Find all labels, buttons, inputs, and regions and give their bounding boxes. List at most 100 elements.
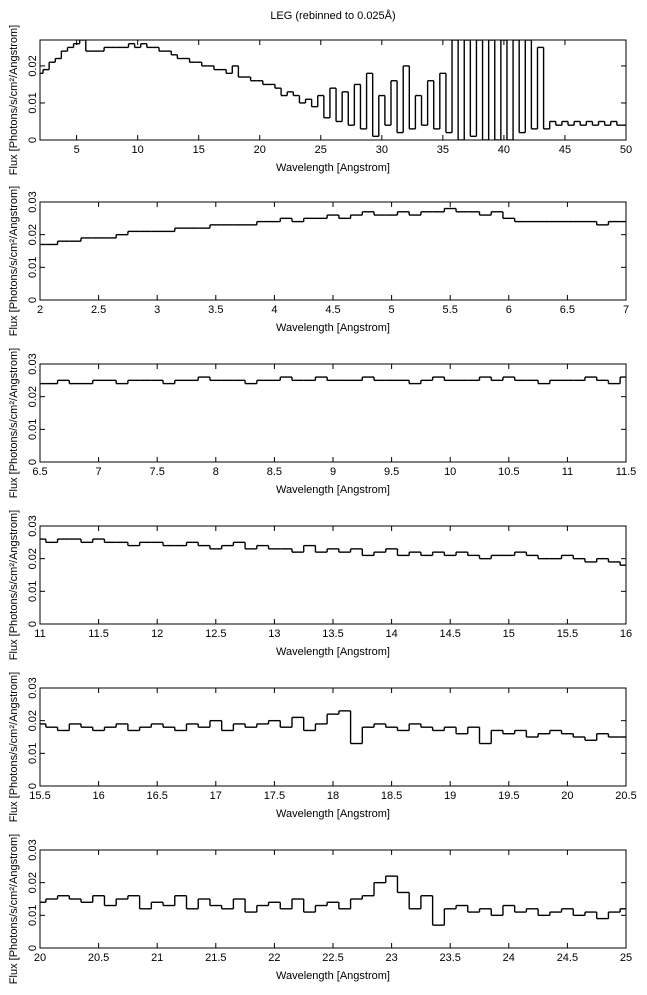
- x-tick-label: 15: [193, 144, 205, 156]
- y-axis-label: Flux [Photons/s/cm²/Angstrom]: [8, 348, 20, 498]
- x-tick-label: 23: [385, 952, 397, 964]
- x-tick-label: 25: [315, 144, 327, 156]
- x-tick-label: 8.5: [267, 466, 282, 478]
- y-tick-label: 0.02: [27, 55, 39, 76]
- x-axis-label: Wavelength [Angstrom]: [276, 162, 390, 174]
- x-tick-label: 40: [498, 144, 510, 156]
- x-tick-label: 20: [34, 952, 46, 964]
- x-axis-label: Wavelength [Angstrom]: [276, 646, 390, 658]
- x-tick-label: 16: [92, 790, 104, 802]
- x-tick-label: 18: [327, 790, 339, 802]
- panel: 0 0.01 0.02 0.03 11 11.5 12 12.5 13 13.5 14 14.5 15 1…: [8, 510, 632, 660]
- plot-frame: [39, 363, 627, 463]
- y-tick-label: 0.02: [27, 710, 39, 731]
- x-tick-label: 16: [620, 628, 632, 640]
- y-tick-label: 0.01: [27, 419, 39, 440]
- x-tick-label: 20.5: [615, 790, 636, 802]
- y-tick-label: 0.03: [27, 839, 39, 860]
- x-tick-label: 21: [151, 952, 163, 964]
- y-tick-label: 0: [27, 137, 39, 143]
- y-axis-label: Flux [Photons/s/cm²/Angstrom]: [8, 186, 20, 336]
- y-tick-label: 0.01: [27, 257, 39, 278]
- plot-frame: [39, 849, 627, 949]
- x-tick-label: 30: [376, 144, 388, 156]
- x-tick-label: 12: [151, 628, 163, 640]
- x-tick-label: 18.5: [381, 790, 402, 802]
- x-tick-label: 25: [620, 952, 632, 964]
- x-tick-label: 15.5: [29, 790, 50, 802]
- x-tick-label: 10: [444, 466, 456, 478]
- y-axis-label: Flux [Photons/s/cm²/Angstrom]: [8, 672, 20, 822]
- x-tick-label: 45: [559, 144, 571, 156]
- plot-frame: [39, 525, 627, 625]
- y-tick-label: 0: [27, 459, 39, 465]
- plot-area: [40, 538, 626, 566]
- y-tick-label: 0: [27, 621, 39, 627]
- panel: 0 0.01 0.02 0.03 15.5 16 16.5 17 17.5 18 18.5 19 19.…: [8, 672, 637, 822]
- x-tick-label: 6.5: [560, 304, 575, 316]
- x-tick-label: 8: [213, 466, 219, 478]
- y-tick-label: 0: [27, 297, 39, 303]
- y-axis-label: Flux [Photons/s/cm²/Angstrom]: [8, 510, 20, 660]
- x-tick-label: 7: [623, 304, 629, 316]
- x-tick-label: 21.5: [205, 952, 226, 964]
- plot-frame: [39, 687, 627, 787]
- y-tick-label: 0.03: [27, 515, 39, 536]
- x-tick-label: 3.5: [208, 304, 223, 316]
- y-tick-label: 0.02: [27, 386, 39, 407]
- panel: 0 0.01 0.02 0.03 6.5 7 7.5 8 8.5 9 9.5 10 10.5 11 11.5…: [8, 348, 636, 498]
- plot-frame: [39, 201, 627, 301]
- x-tick-label: 3: [154, 304, 160, 316]
- x-tick-label: 11: [34, 628, 45, 640]
- x-tick-label: 6.5: [32, 466, 47, 478]
- panel: 0 0.01 0.02 0.03 2 2.5 3 3.5 4 4.5 5 5.5 6 6.5 7 Wavele…: [8, 186, 629, 336]
- x-axis-label: Wavelength [Angstrom]: [276, 970, 390, 982]
- x-tick-label: 10.5: [498, 466, 519, 478]
- x-tick-label: 15: [503, 628, 515, 640]
- x-axis-label: Wavelength [Angstrom]: [276, 484, 390, 496]
- x-tick-label: 6: [506, 304, 512, 316]
- y-tick-label: 0.01: [27, 92, 39, 113]
- x-tick-label: 9.5: [384, 466, 399, 478]
- plot-frame: [39, 39, 627, 141]
- plot-area: [40, 207, 626, 246]
- x-tick-label: 14.5: [439, 628, 460, 640]
- y-tick-label: 0.01: [27, 905, 39, 926]
- plot-area: [40, 710, 626, 745]
- x-tick-label: 17: [210, 790, 222, 802]
- x-tick-label: 11.5: [616, 466, 637, 478]
- x-tick-label: 11: [562, 466, 573, 478]
- y-tick-label: 0.01: [27, 581, 39, 602]
- panel: 0 0.01 0.02 0.03 20 20.5 21 21.5 22 22.5 23 23.5 24 2…: [8, 834, 632, 984]
- panel: LEG (rebinned to 0.025Å) 0 0.01 0.02 5 10 15 20…: [8, 9, 632, 175]
- x-tick-label: 35: [437, 144, 449, 156]
- x-tick-label: 9: [330, 466, 336, 478]
- x-tick-label: 5.5: [443, 304, 458, 316]
- x-tick-label: 5: [74, 144, 80, 156]
- x-tick-label: 7.5: [150, 466, 165, 478]
- x-tick-label: 19.5: [498, 790, 519, 802]
- x-tick-label: 24.5: [557, 952, 578, 964]
- y-tick-label: 0.02: [27, 224, 39, 245]
- y-axis-label: Flux [Photons/s/cm²/Angstrom]: [8, 834, 20, 984]
- plot-area: [40, 40, 626, 140]
- plot-area: [40, 875, 626, 926]
- x-tick-label: 16.5: [146, 790, 167, 802]
- x-axis-label: Wavelength [Angstrom]: [276, 808, 390, 820]
- x-tick-label: 5: [389, 304, 395, 316]
- x-tick-label: 13: [268, 628, 280, 640]
- y-tick-label: 0: [27, 945, 39, 951]
- x-tick-label: 7: [96, 466, 102, 478]
- x-tick-label: 4.5: [325, 304, 340, 316]
- x-tick-label: 2: [37, 304, 43, 316]
- y-tick-label: 0.02: [27, 548, 39, 569]
- y-axis-label: Flux [Photons/s/cm²/Angstrom]: [8, 25, 20, 175]
- x-tick-label: 20: [254, 144, 266, 156]
- plot-area: [40, 376, 626, 385]
- x-tick-label: 10: [132, 144, 144, 156]
- y-tick-label: 0.01: [27, 743, 39, 764]
- x-tick-label: 2.5: [91, 304, 106, 316]
- x-tick-label: 24: [503, 952, 515, 964]
- x-tick-label: 15.5: [557, 628, 578, 640]
